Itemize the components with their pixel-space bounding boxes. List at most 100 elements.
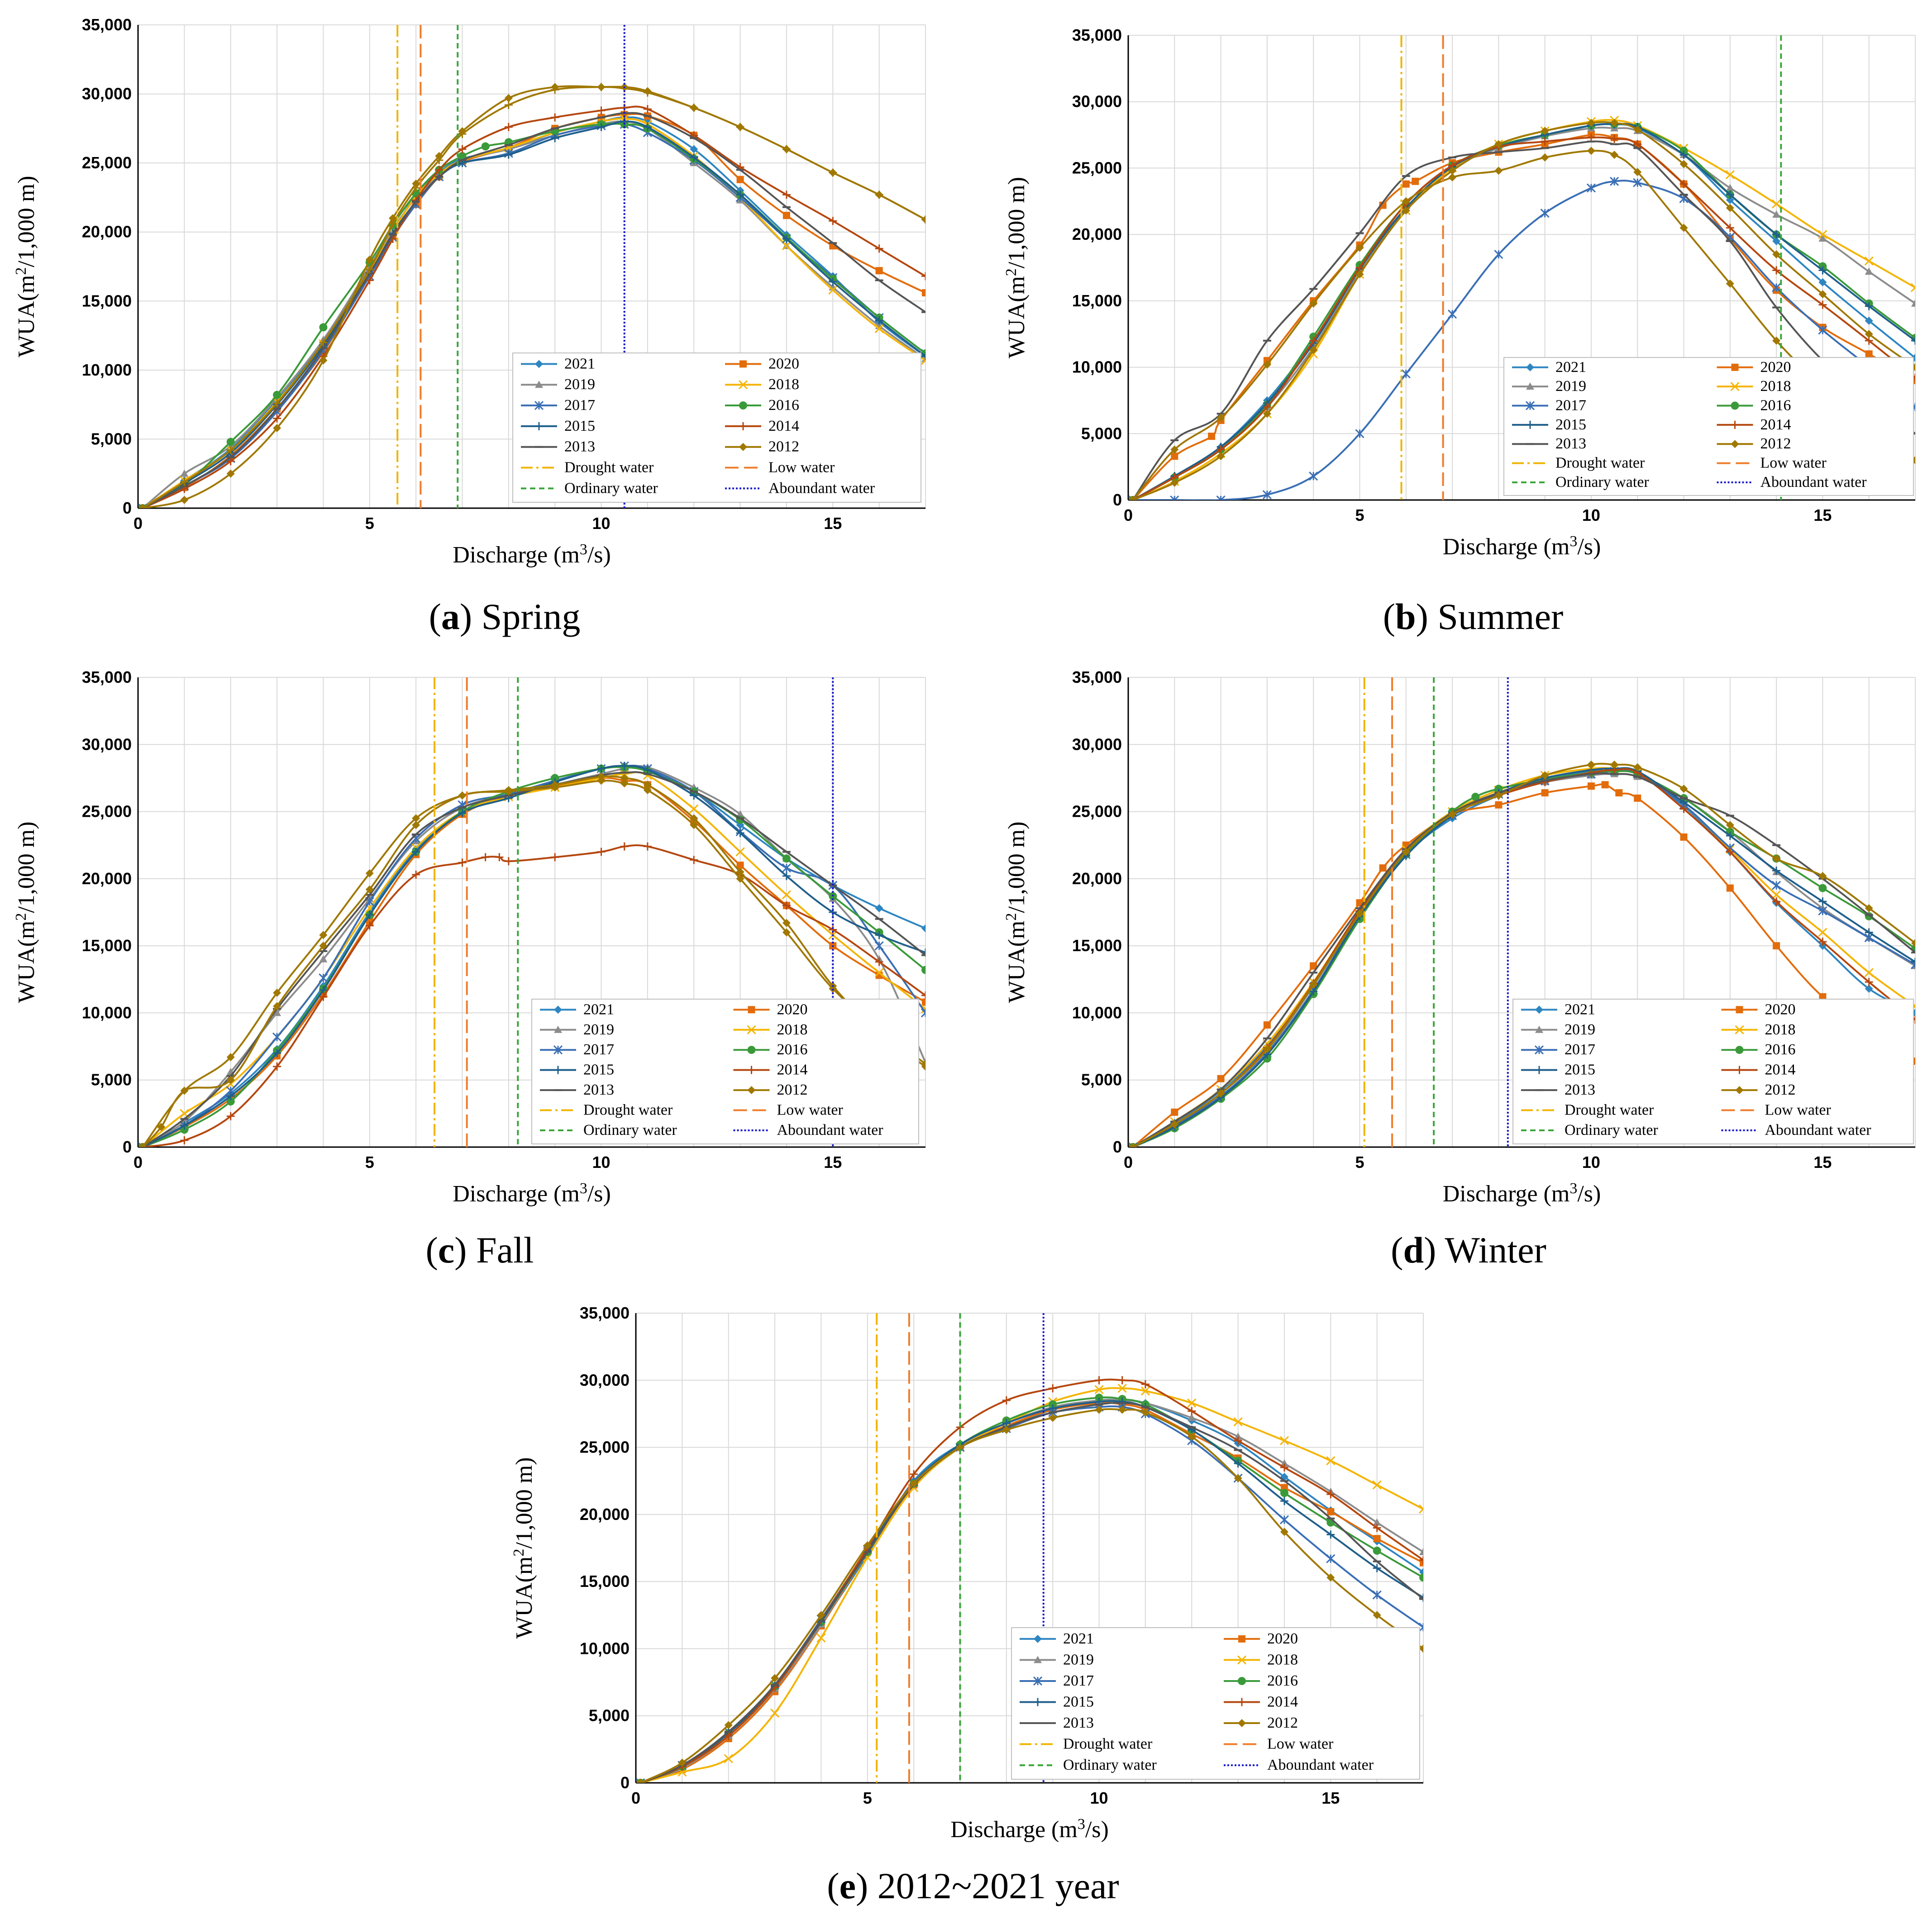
data-point-2018 <box>816 1633 826 1643</box>
data-point-2012 <box>678 1758 687 1767</box>
legend-label: 2017 <box>583 1041 614 1058</box>
legend-box <box>512 352 921 503</box>
legend-a: 2021 2020 2019 2018 2017 2016 2015 2014 2013 2012… <box>512 352 921 503</box>
data-point-2018 <box>1418 1504 1423 1514</box>
data-point-2012 <box>1633 763 1642 772</box>
data-point-2014 <box>829 217 837 225</box>
data-point-2015 <box>504 150 513 159</box>
data-point-2015 <box>365 910 374 919</box>
panel-caption-d: (d) Winter <box>1391 1229 1546 1271</box>
data-point-2012-b <box>226 1076 235 1084</box>
y-tick-label: 0 <box>123 1138 132 1156</box>
data-point-2015 <box>226 1092 235 1100</box>
data-point-2020 <box>1680 833 1688 841</box>
legend-label: 2020 <box>1765 1001 1796 1018</box>
data-point-2012 <box>1494 167 1503 175</box>
legend-label: 2020 <box>768 355 799 372</box>
data-point-2012 <box>1216 414 1225 422</box>
x-tick-label: 10 <box>592 1153 611 1172</box>
data-point-2012 <box>1170 445 1179 454</box>
y-tick-label: 5,000 <box>91 429 132 448</box>
data-point-2015-curve <box>138 504 147 508</box>
legend-label: 2017 <box>564 397 595 414</box>
y-axis-label: WUA(m2/1,000 m) <box>1003 821 1030 1003</box>
data-point-2020 <box>1601 781 1609 789</box>
legend-label: Aboundant water <box>768 480 875 496</box>
data-point-2014 <box>365 276 374 285</box>
panel-caption-b: (b) Summer <box>1383 596 1564 637</box>
legend-label: 2021 <box>1063 1630 1094 1647</box>
legend-label: 2014 <box>1760 416 1791 433</box>
x-tick-label: 10 <box>1582 506 1600 524</box>
legend-marker <box>739 360 747 368</box>
data-point-2012 <box>319 931 328 939</box>
legend-label: Drought water <box>1063 1736 1153 1753</box>
legend-label: 2019 <box>564 376 595 393</box>
data-point-2015 <box>690 791 698 800</box>
data-point-2018 <box>1864 256 1874 266</box>
legend-marker <box>747 1086 756 1095</box>
y-tick-label: 15,000 <box>1072 291 1122 310</box>
data-point-2014 <box>643 105 652 114</box>
series-markers-2012 <box>636 1405 1423 1783</box>
data-point-2017 <box>1401 369 1411 379</box>
chart-panel-a: 0 5,000 10,000 15,000 20,000 25,000 30,000 35,0… <box>13 15 926 637</box>
data-point-2015 <box>875 931 883 939</box>
y-tick-label: 30,000 <box>82 735 132 753</box>
data-point-2016 <box>273 391 281 399</box>
y-tick-label: 20,000 <box>1072 869 1122 888</box>
legend-marker <box>747 1066 756 1074</box>
y-tick-label: 30,000 <box>1072 92 1122 111</box>
legend-label: 2018 <box>768 376 799 393</box>
data-point-2012 <box>1772 854 1781 863</box>
legend-b: 2021 2020 2019 2018 2017 2016 2015 2014 2013 2012… <box>1503 357 1914 496</box>
legend-label: 2012 <box>777 1081 808 1098</box>
data-point-2016 <box>1818 884 1827 892</box>
x-tick-label: 5 <box>863 1789 872 1807</box>
data-point-2012 <box>365 869 374 877</box>
plot-area <box>138 677 925 1147</box>
legend-label: 2014 <box>1765 1062 1796 1078</box>
legend-label: 2016 <box>1765 1041 1796 1058</box>
legend-label: 2016 <box>1267 1672 1298 1689</box>
data-point-2020 <box>1865 350 1873 358</box>
data-point-2012 <box>180 495 189 504</box>
data-point-2017 <box>1633 178 1642 187</box>
legend-marker <box>1526 382 1534 390</box>
y-axis-label: WUA(m2/1,000 m) <box>13 176 39 357</box>
data-point-2016 <box>921 966 925 974</box>
data-point-2014 <box>1818 300 1827 309</box>
data-point-2015 <box>736 829 744 838</box>
legend-box <box>1503 357 1914 496</box>
legend-marker <box>1535 1025 1543 1033</box>
data-point-2012-b <box>1610 119 1619 127</box>
legend-label: 2019 <box>1555 378 1586 395</box>
data-point-2020 <box>1310 962 1317 970</box>
data-point-2012 <box>1309 299 1318 308</box>
data-point-2014 <box>481 853 490 862</box>
data-point-2018 <box>1372 1480 1382 1490</box>
legend-label: 2014 <box>768 418 799 434</box>
data-point-2018 <box>1140 1386 1150 1396</box>
data-point-2015 <box>1911 336 1915 345</box>
x-tick-label: 0 <box>1124 1153 1133 1172</box>
y-tick-label: 10,000 <box>82 361 132 379</box>
legend-label: 2014 <box>777 1062 808 1078</box>
data-point-2019 <box>1911 299 1915 307</box>
data-point-2020 <box>1773 942 1780 950</box>
y-tick-label: 20,000 <box>1072 225 1122 243</box>
legend-marker <box>738 380 748 390</box>
data-point-2014 <box>1188 1407 1196 1415</box>
legend-marker <box>739 401 747 410</box>
data-point-2018 <box>735 847 745 857</box>
data-point-2014 <box>1865 978 1873 986</box>
data-point-2018 <box>1326 1456 1336 1466</box>
data-point-2015 <box>921 352 925 361</box>
data-point-2012 <box>1263 1045 1271 1053</box>
chart-panel-c: 0 5,000 10,000 15,000 20,000 25,000 30,000 35,0… <box>13 668 926 1271</box>
data-point-2012 <box>1610 760 1619 769</box>
data-point-2019 <box>1818 234 1827 242</box>
data-point-2012-b <box>1494 140 1503 148</box>
panel-caption-e: (e) 2012~2021 year <box>827 1865 1119 1906</box>
data-point-2012 <box>1494 791 1503 800</box>
